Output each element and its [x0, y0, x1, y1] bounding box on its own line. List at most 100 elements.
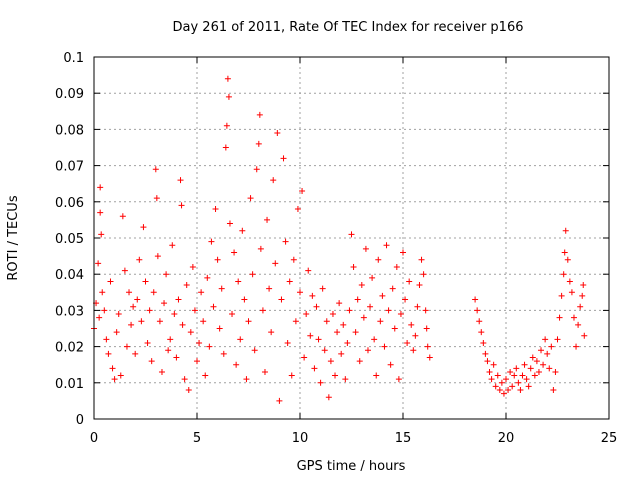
data-point: [154, 253, 161, 260]
data-point: [134, 296, 141, 303]
data-point: [472, 296, 479, 303]
data-point: [128, 321, 135, 328]
data-point: [237, 336, 244, 343]
data-point: [305, 267, 312, 274]
data-point: [132, 350, 139, 357]
data-point: [480, 339, 487, 346]
data-point: [519, 372, 526, 379]
data-point: [377, 318, 384, 325]
data-point: [216, 325, 223, 332]
data-point: [309, 292, 316, 299]
x-tick-label: 0: [90, 431, 98, 446]
data-point: [418, 256, 425, 263]
data-point: [529, 354, 536, 361]
data-point: [406, 278, 413, 285]
data-point: [138, 318, 145, 325]
data-point: [533, 358, 540, 365]
data-point: [387, 361, 394, 368]
data-point: [123, 343, 130, 350]
data-point: [476, 318, 483, 325]
data-point: [412, 332, 419, 339]
data-point: [362, 245, 369, 252]
data-point: [274, 130, 281, 137]
data-point: [169, 242, 176, 249]
data-point: [181, 376, 188, 383]
data-point: [208, 238, 215, 245]
data-point: [509, 383, 516, 390]
data-point: [490, 361, 497, 368]
data-point: [245, 318, 252, 325]
data-point: [185, 387, 192, 394]
data-point: [98, 231, 105, 238]
data-point: [307, 332, 314, 339]
data-point: [259, 307, 266, 314]
data-point: [548, 343, 555, 350]
data-point: [422, 307, 429, 314]
data-point: [148, 358, 155, 365]
data-point: [144, 339, 151, 346]
data-point: [356, 358, 363, 365]
y-tick-label: 0.09: [55, 87, 84, 102]
data-point: [527, 365, 534, 372]
data-point: [200, 318, 207, 325]
data-point: [344, 339, 351, 346]
data-points: [91, 75, 588, 404]
data-point: [552, 368, 559, 375]
y-axis-ticks: 0 0.01 0.02 0.03 0.04 0.05 0.06 0.07 0.08 0.09 0.1: [55, 51, 609, 428]
data-point: [198, 289, 205, 296]
data-point: [420, 271, 427, 278]
data-point: [562, 227, 569, 234]
data-point: [319, 285, 326, 292]
y-axis-label: ROTI / TECUs: [6, 195, 21, 280]
data-point: [573, 343, 580, 350]
data-point: [360, 314, 367, 321]
data-point: [579, 292, 586, 299]
data-point: [117, 372, 124, 379]
data-point: [515, 379, 522, 386]
data-point: [354, 296, 361, 303]
data-point: [492, 383, 499, 390]
data-point: [311, 365, 318, 372]
data-point: [315, 336, 322, 343]
data-point: [241, 296, 248, 303]
data-point: [325, 394, 332, 401]
data-point: [294, 206, 301, 213]
data-point: [482, 350, 489, 357]
data-point: [214, 256, 221, 263]
data-point: [95, 260, 102, 267]
data-point: [558, 292, 565, 299]
x-tick-label: 5: [193, 431, 201, 446]
data-point: [111, 376, 118, 383]
data-point: [96, 314, 103, 321]
x-tick-label: 10: [292, 431, 309, 446]
data-point: [303, 311, 310, 318]
data-point: [288, 372, 295, 379]
data-point: [342, 376, 349, 383]
data-point: [136, 256, 143, 263]
data-point: [381, 343, 388, 350]
data-point: [301, 354, 308, 361]
data-point: [488, 376, 495, 383]
data-point: [313, 303, 320, 310]
data-point: [206, 343, 213, 350]
data-point: [531, 372, 538, 379]
data-point: [568, 289, 575, 296]
data-point: [243, 376, 250, 383]
data-point: [373, 372, 380, 379]
data-point: [410, 347, 417, 354]
data-point: [156, 318, 163, 325]
data-point: [268, 329, 275, 336]
y-tick-label: 0.01: [55, 377, 84, 392]
data-point: [175, 296, 182, 303]
data-point: [249, 271, 256, 278]
y-tick-label: 0.06: [55, 196, 84, 211]
data-point: [540, 361, 547, 368]
data-point: [235, 278, 242, 285]
data-point: [505, 387, 512, 394]
data-point: [158, 368, 165, 375]
data-point: [521, 361, 528, 368]
data-point: [204, 274, 211, 281]
data-point: [282, 238, 289, 245]
data-point: [414, 303, 421, 310]
data-point: [503, 376, 509, 383]
